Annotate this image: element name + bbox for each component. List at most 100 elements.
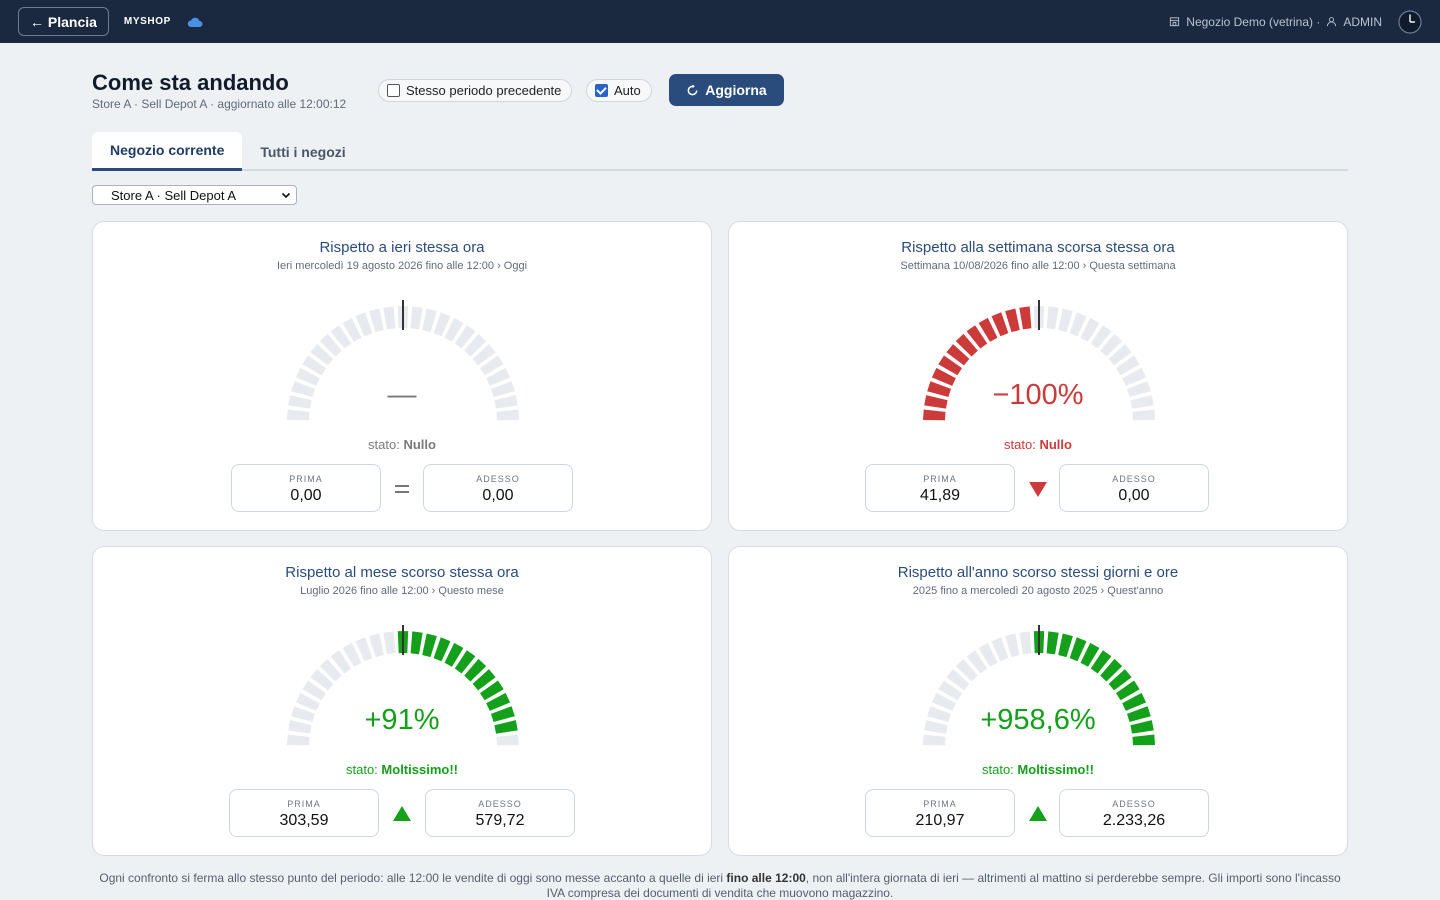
- gauge-segment: [494, 720, 518, 734]
- gauge-segment: [955, 333, 978, 357]
- before-label: PRIMA: [923, 474, 957, 484]
- user-icon: [1327, 17, 1337, 27]
- gauge-segment: [319, 333, 342, 357]
- auto-refresh-label: Auto: [614, 83, 641, 98]
- gauge-segment: [491, 381, 515, 397]
- gauge-segment: [330, 325, 352, 349]
- gauge-segment: [1046, 306, 1059, 330]
- gauge-segment: [1005, 633, 1020, 658]
- gauge-segment: [496, 734, 519, 746]
- before-label: PRIMA: [287, 799, 321, 809]
- gauge-segment: [1122, 692, 1147, 711]
- store-select[interactable]: Store A · Sell Depot A: [92, 185, 297, 205]
- gauge-segment: [924, 720, 948, 734]
- gauge-segment: [464, 658, 487, 682]
- gauge: [287, 625, 519, 746]
- card-subtitle: 2025 fino a mercoledì 20 agosto 2025 › Q…: [912, 585, 1164, 597]
- card-title: Rispetto all'anno scorso stessi giorni e…: [897, 564, 1179, 581]
- before-value-box: PRIMA 303,59: [229, 789, 379, 837]
- tab-current-store[interactable]: Negozio corrente: [92, 132, 243, 171]
- footnote-emphasis: fino alle 12:00: [726, 871, 806, 885]
- tab-all-stores[interactable]: Tutti i negozi: [260, 143, 346, 160]
- gauge-value: +958,6%: [980, 704, 1096, 736]
- gauge-segment: [966, 325, 988, 349]
- gauge-segment: [287, 409, 310, 421]
- gauge-segment: [310, 344, 334, 366]
- gauge-segment: [295, 367, 320, 386]
- refresh-icon: [687, 83, 698, 95]
- gauge-segment: [1080, 317, 1100, 342]
- gauge-segment: [1100, 658, 1123, 682]
- session-info: Negozio Demo (vetrina) · ADMIN: [1169, 9, 1422, 34]
- gauge-segment: [938, 355, 962, 376]
- gauge-segment: [966, 650, 988, 674]
- gauge-segment: [946, 669, 970, 691]
- status-label: stato:: [368, 437, 400, 452]
- comparison-card-last-year: Rispetto all'anno scorso stessi giorni e…: [728, 546, 1348, 856]
- before-value-box: PRIMA 41,89: [865, 464, 1015, 512]
- clock-icon[interactable]: [1398, 9, 1422, 34]
- arrow-up-icon: [1029, 806, 1047, 821]
- gauge-segment: [923, 734, 946, 746]
- tab-bar: Negozio corrente Tutti i negozi: [92, 132, 1348, 171]
- before-value: 0,00: [290, 487, 322, 504]
- refresh-button-label: Aggiorna: [705, 82, 767, 98]
- card-title: Rispetto al mese scorso stessa ora: [285, 564, 519, 581]
- gauge-segment: [410, 631, 423, 655]
- before-label: PRIMA: [923, 799, 957, 809]
- auto-refresh-toggle[interactable]: Auto: [586, 79, 652, 102]
- status-line: stato: Nullo: [93, 437, 711, 452]
- gauge-segment: [444, 642, 464, 667]
- gauge-segment: [302, 680, 326, 701]
- gauge-segment: [931, 367, 956, 386]
- card-title: Rispetto a ieri stessa ora: [319, 239, 485, 256]
- before-value: 41,89: [919, 487, 961, 504]
- status-line: stato: Moltissimo!!: [729, 762, 1347, 777]
- gauge-segment: [923, 409, 946, 421]
- gauge-segment: [946, 344, 970, 366]
- gauge-value: −100%: [992, 379, 1084, 411]
- chevron-down-icon: [281, 192, 291, 199]
- page-subtitle: Store A · Sell Depot A · aggiornato alle…: [92, 97, 347, 111]
- gauge-segment: [955, 658, 978, 682]
- gauge-segment: [491, 706, 515, 722]
- gauge-segment: [472, 344, 496, 366]
- user-name[interactable]: ADMIN: [1343, 14, 1382, 29]
- card-subtitle: Settimana 10/08/2026 fino alle 12:00 › Q…: [900, 260, 1176, 272]
- gauge-segment: [486, 692, 511, 711]
- gauge-segment: [1132, 734, 1155, 746]
- previous-period-checkbox[interactable]: [387, 84, 400, 97]
- store-info-label: Negozio Demo (vetrina) ·: [1186, 14, 1321, 29]
- status-line: stato: Nullo: [729, 437, 1347, 452]
- gauge-segment: [1069, 637, 1087, 662]
- gauge-segment: [1116, 680, 1140, 701]
- gauge-segment: [1100, 333, 1123, 357]
- status-label: stato:: [1004, 437, 1036, 452]
- gauge-segment: [991, 637, 1009, 662]
- gauge-segment: [291, 381, 315, 397]
- card-subtitle: Ieri mercoledì 19 agosto 2026 fino alle …: [276, 260, 528, 272]
- gauge-segment: [496, 409, 519, 421]
- gauge-segment: [1108, 669, 1132, 691]
- gauge-segment: [1090, 650, 1112, 674]
- equals-icon: [395, 485, 409, 493]
- gauge-segment: [383, 306, 396, 330]
- gauge-segment: [291, 706, 315, 722]
- auto-refresh-checkbox[interactable]: [595, 84, 608, 97]
- comparison-card-last-week: Rispetto alla settimana scorsa stessa or…: [728, 221, 1348, 531]
- back-to-dashboard-button[interactable]: ← Plancia: [18, 7, 109, 36]
- gauge-segment: [310, 669, 334, 691]
- gauge-segment: [369, 308, 384, 333]
- gauge-segment: [991, 312, 1009, 337]
- gauge-segment: [454, 650, 476, 674]
- gauge-segment: [1058, 308, 1073, 333]
- before-value: 210,97: [915, 812, 965, 829]
- status-value: Moltissimo!!: [381, 762, 458, 777]
- now-value-box: ADESSO 0,00: [423, 464, 573, 512]
- now-value: 2.233,26: [1102, 812, 1166, 829]
- gauge-segment: [1127, 381, 1151, 397]
- gauge-segment: [1090, 325, 1112, 349]
- footnote-text: Ogni confronto si ferma allo stesso punt…: [99, 871, 727, 885]
- previous-period-toggle[interactable]: Stesso periodo precedente: [378, 79, 573, 102]
- refresh-button[interactable]: Aggiorna: [669, 74, 784, 106]
